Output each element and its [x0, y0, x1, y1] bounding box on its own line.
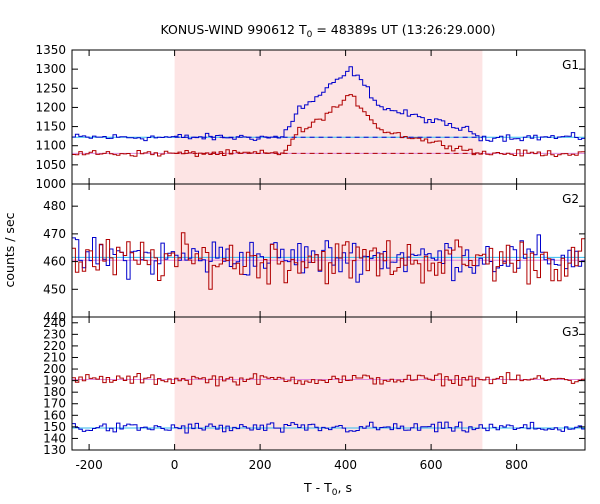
- y-tick-label: 440: [43, 310, 66, 324]
- series-blue-step-line: [72, 66, 585, 142]
- panel-data: [72, 66, 585, 157]
- y-tick-label: 1250: [35, 81, 66, 95]
- y-tick-label: 140: [43, 431, 66, 445]
- y-tick-label: 480: [43, 199, 66, 213]
- y-tick-label: 190: [43, 374, 66, 388]
- y-axis-label: counts / sec: [2, 212, 17, 287]
- y-tick-label: 210: [43, 350, 66, 364]
- x-axis-label: T - T0, s: [303, 480, 352, 498]
- x-axis-label-rest: , s: [338, 480, 352, 495]
- series-red-step-line: [72, 232, 585, 290]
- chart-title-subscript: 0: [307, 30, 313, 40]
- x-axis-label-main: T - T: [303, 480, 332, 495]
- y-tick-label: 200: [43, 362, 66, 376]
- y-tick-label: 230: [43, 327, 66, 341]
- y-tick-label: 240: [43, 316, 66, 330]
- y-tick-label: 180: [43, 385, 66, 399]
- chart-title-rest: = 48389s UT (13:26:29.000): [312, 22, 495, 37]
- shaded-interval: [174, 50, 483, 184]
- panel-frame: [71, 316, 586, 451]
- x-tick-label: 200: [249, 458, 272, 472]
- panel-label: G2: [562, 192, 579, 206]
- y-tick-label: 1150: [35, 120, 66, 134]
- y-tick-label: 460: [43, 255, 66, 269]
- panel-data: [72, 372, 585, 434]
- y-tick-label: 470: [43, 227, 66, 241]
- panel-label: G3: [562, 325, 579, 339]
- chart-title-main: KONUS-WIND 990612 T: [160, 22, 306, 37]
- shaded-interval: [174, 184, 483, 317]
- y-tick-label: 1300: [35, 62, 66, 76]
- y-tick-label: 170: [43, 397, 66, 411]
- panel-label: G1: [562, 58, 579, 72]
- x-tick-label: 600: [420, 458, 443, 472]
- y-tick-label: 130: [43, 443, 66, 457]
- y-tick-label: 1000: [35, 177, 66, 191]
- panel-g1: 1000 1050 1100 1150 1200 1250 1300 1350 G1: [35, 43, 586, 191]
- y-tick-label: 450: [43, 282, 66, 296]
- panel-data: [72, 232, 585, 290]
- y-tick-label: 150: [43, 420, 66, 434]
- series-red-step-line: [72, 372, 585, 387]
- x-tick-label: -200: [75, 458, 102, 472]
- x-tick-label: 800: [505, 458, 528, 472]
- panels-group: 10001050110011501200125013001350G1440450…: [35, 43, 586, 472]
- y-tick-label: 1200: [35, 100, 66, 114]
- series-red-step-line: [72, 94, 585, 157]
- panel-g2: 440 450 460 470 480 G2: [43, 183, 586, 324]
- y-tick-label: 1350: [35, 43, 66, 57]
- x-tick-label: 0: [171, 458, 179, 472]
- y-tick-label: 1100: [35, 139, 66, 153]
- x-axis-label-subscript: 0: [332, 488, 338, 498]
- series-blue-step-line: [72, 421, 585, 434]
- y-tick-label: 1050: [35, 158, 66, 172]
- y-tick-label: 220: [43, 339, 66, 353]
- y-tick-label: 160: [43, 408, 66, 422]
- chart-title: KONUS-WIND 990612 T0 = 48389s UT (13:26:…: [160, 22, 495, 40]
- x-tick-label: 400: [334, 458, 357, 472]
